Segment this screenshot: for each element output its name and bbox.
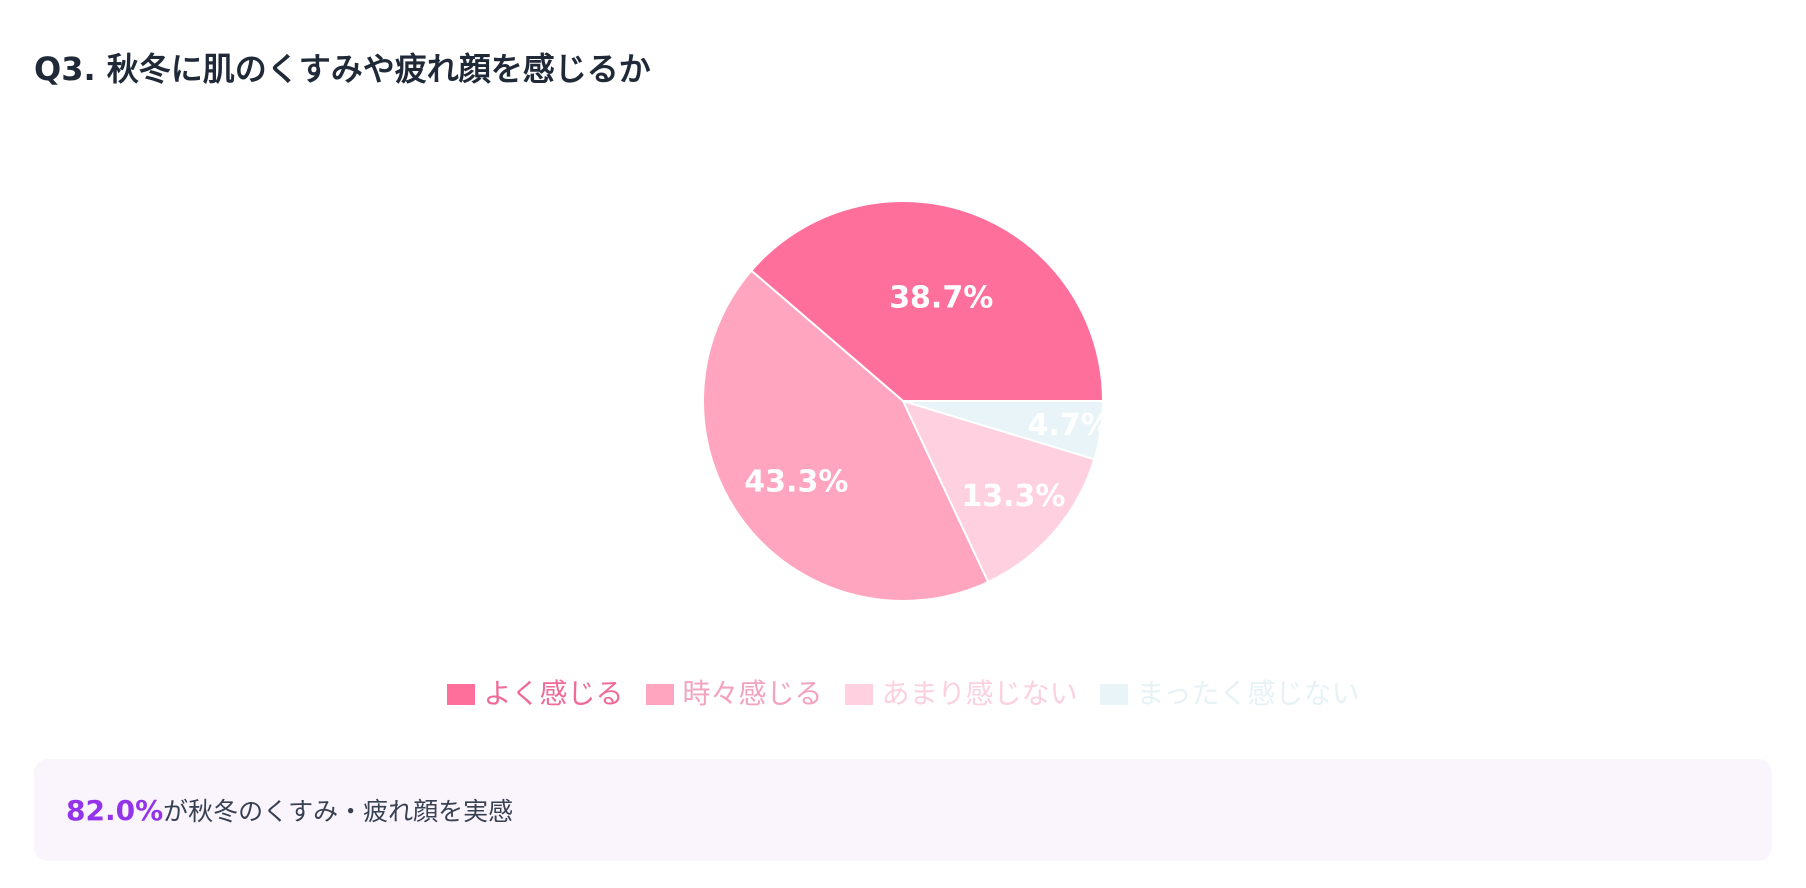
slice-value-label: 43.3% bbox=[744, 465, 848, 500]
summary-highlight-value: 82.0% bbox=[66, 793, 164, 827]
pie-slices bbox=[702, 200, 1105, 602]
legend-label: よく感じる bbox=[483, 677, 624, 710]
slice-tokidoki-kanjiru[interactable] bbox=[702, 269, 990, 602]
summary-callout: 82.0% が秋冬のくすみ・疲れ顔を実感 bbox=[34, 759, 1772, 861]
legend-label: あまり感じない bbox=[881, 677, 1078, 710]
chart-title: Q3. 秋冬に肌のくすみや疲れ顔を感じるか bbox=[34, 50, 651, 88]
legend-swatch bbox=[844, 683, 873, 705]
slice-value-label: 4.7% bbox=[1028, 408, 1111, 443]
legend-swatch bbox=[446, 683, 475, 705]
slice-mattaku-kanjinai[interactable] bbox=[902, 400, 1105, 461]
pie-chart: 38.7% 43.3% 13.3% 4.7% bbox=[702, 200, 1110, 602]
slice-amari-kanjinai[interactable] bbox=[901, 399, 1096, 584]
chart-legend: よく感じる 時々感じる あまり感じない まったく感じない bbox=[0, 677, 1806, 711]
legend-item-yoku-kanjiru[interactable]: よく感じる bbox=[446, 677, 624, 711]
legend-swatch bbox=[645, 683, 674, 705]
slice-yoku-kanjiru[interactable] bbox=[749, 200, 1105, 402]
legend-label: 時々感じる bbox=[682, 677, 823, 710]
pie-slice-labels: 38.7% 43.3% 13.3% 4.7% bbox=[744, 280, 1110, 514]
slice-value-label: 38.7% bbox=[889, 280, 993, 315]
slice-value-label: 13.3% bbox=[961, 479, 1065, 514]
legend-label: まったく感じない bbox=[1136, 677, 1360, 710]
legend-item-mattaku-kanjinai[interactable]: まったく感じない bbox=[1099, 677, 1360, 711]
legend-swatch bbox=[1099, 683, 1128, 705]
legend-item-tokidoki-kanjiru[interactable]: 時々感じる bbox=[645, 677, 823, 711]
summary-text: が秋冬のくすみ・疲れ顔を実感 bbox=[163, 797, 514, 826]
legend-item-amari-kanjinai[interactable]: あまり感じない bbox=[844, 677, 1078, 711]
